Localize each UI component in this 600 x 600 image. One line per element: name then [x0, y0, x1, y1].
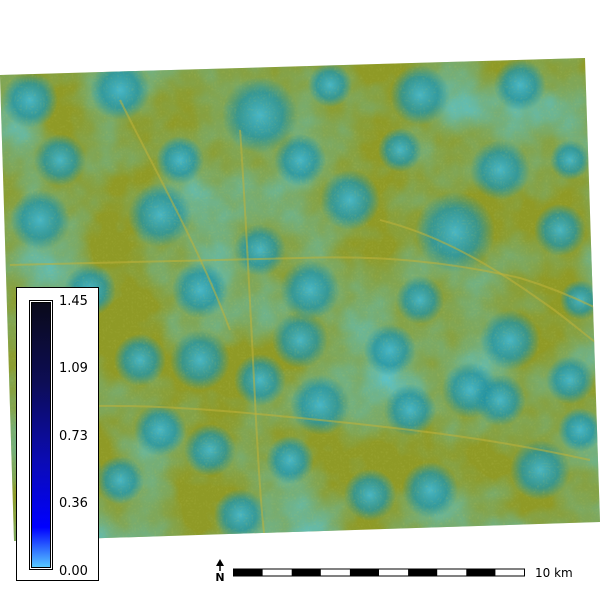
colorbar-legend: 1.45 1.09 0.73 0.36 0.00 [16, 287, 99, 581]
legend-tick-upper: 1.09 [59, 361, 88, 376]
scale-bar-segment [233, 569, 263, 576]
colorbar-gradient [31, 302, 51, 568]
terrain-ridges [9, 99, 600, 541]
north-arrow-icon: N [215, 559, 225, 583]
scale-bar-segment [466, 569, 496, 576]
scale-bar-segment [291, 569, 321, 576]
legend-tick-lower: 0.36 [59, 496, 88, 511]
scale-bar [233, 568, 525, 577]
scale-bar-segments [233, 569, 496, 576]
colorbar [29, 300, 53, 570]
scale-bar-segment [408, 569, 438, 576]
legend-tick-max: 1.45 [59, 294, 88, 309]
north-arrow-label: N [215, 571, 224, 583]
legend-tick-middle: 0.73 [59, 429, 88, 444]
scale-bar-label: 10 km [535, 566, 573, 580]
terrain-texture-layer [0, 58, 600, 541]
legend-tick-min: 0.00 [59, 564, 88, 579]
scale-bar-segment [349, 569, 379, 576]
